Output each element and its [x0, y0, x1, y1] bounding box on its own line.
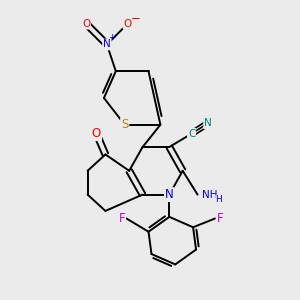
Text: N: N [165, 188, 174, 201]
Text: N: N [103, 40, 111, 50]
Text: O: O [124, 19, 132, 29]
Text: O: O [92, 127, 101, 140]
Text: H: H [216, 195, 222, 204]
Text: N: N [204, 118, 212, 128]
Text: −: − [131, 12, 141, 25]
Text: C: C [188, 129, 195, 139]
Text: S: S [121, 118, 128, 131]
Text: F: F [217, 212, 223, 225]
Text: O: O [82, 19, 90, 29]
Text: +: + [109, 33, 116, 42]
Text: F: F [118, 212, 125, 225]
Text: NH: NH [202, 190, 218, 200]
